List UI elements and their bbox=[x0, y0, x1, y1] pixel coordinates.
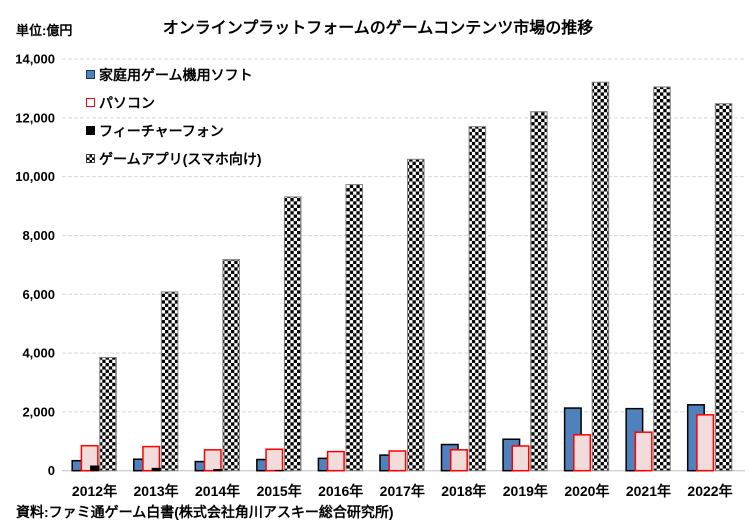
bar-2021年-series3 bbox=[653, 86, 671, 472]
pc-series-swatch-icon bbox=[86, 98, 95, 107]
legend-label: 家庭用ゲーム機用ソフト bbox=[99, 66, 253, 83]
legend-item-console: 家庭用ゲーム機用ソフト bbox=[86, 66, 261, 83]
x-axis-label: 2014年 bbox=[195, 483, 240, 499]
legend: 家庭用ゲーム機用ソフト パソコン フィーチャーフォン ゲームアプリ(スマホ向け) bbox=[86, 66, 261, 167]
y-axis-tick-label: 8,000 bbox=[22, 228, 55, 243]
legend-item-pc: パソコン bbox=[86, 94, 261, 111]
y-axis-tick-label: 0 bbox=[48, 463, 55, 478]
bar-2015年-series3 bbox=[283, 196, 302, 472]
bar-2022年-series1 bbox=[696, 414, 715, 472]
bar-2017年-series1 bbox=[388, 450, 407, 472]
x-axis-label: 2018年 bbox=[441, 483, 486, 499]
x-axis-label: 2015年 bbox=[257, 483, 302, 499]
bar-2020年-series3 bbox=[591, 81, 610, 472]
x-axis-label: 2019年 bbox=[503, 483, 548, 499]
y-axis-tick-labels: 0 2,000 4,000 6,000 8,000 10,000 12,000 14,000 bbox=[15, 52, 55, 479]
bar-2013年-series1 bbox=[142, 445, 161, 472]
chart-title: オンラインプラットフォームのゲームコンテンツ市場の推移 bbox=[162, 20, 594, 37]
legend-item-featurephone: フィーチャーフォン bbox=[86, 122, 261, 139]
legend-item-gameapp: ゲームアプリ(スマホ向け) bbox=[86, 150, 261, 167]
bar-2014年-series1 bbox=[203, 449, 222, 472]
bar-2014年-series3 bbox=[222, 259, 240, 472]
bar-2012年-series3 bbox=[99, 356, 117, 472]
bar-2015年-series1 bbox=[265, 448, 284, 472]
bar-2018年-series1 bbox=[449, 449, 468, 472]
bar-2012年-series1 bbox=[80, 444, 99, 472]
console-series-swatch-icon bbox=[86, 70, 95, 79]
bar-2019年-series1 bbox=[511, 445, 530, 472]
bar-2016年-series1 bbox=[326, 450, 345, 472]
y-axis-tick-label: 4,000 bbox=[22, 346, 55, 361]
bars bbox=[71, 81, 733, 472]
legend-label: フィーチャーフォン bbox=[99, 122, 224, 139]
legend-label: パソコン bbox=[99, 94, 155, 111]
x-axis-label: 2016年 bbox=[318, 483, 363, 499]
bar-2021年-series1 bbox=[634, 431, 653, 472]
bar-2020年-series1 bbox=[573, 434, 592, 472]
y-axis-tick-label: 2,000 bbox=[22, 404, 55, 419]
bar-2018年-series3 bbox=[468, 126, 487, 472]
bar-2013年-series3 bbox=[160, 291, 179, 472]
gameapp-series-swatch-icon bbox=[86, 154, 95, 163]
x-axis-label: 2020年 bbox=[564, 483, 609, 499]
y-axis-tick-label: 14,000 bbox=[15, 52, 55, 67]
x-axis-label: 2022年 bbox=[687, 483, 732, 499]
bar-2022年-series3 bbox=[714, 103, 733, 472]
x-axis-label: 2012年 bbox=[72, 483, 117, 499]
legend-label: ゲームアプリ(スマホ向け) bbox=[99, 150, 262, 167]
x-axis-labels: 2012年 2013年 2014年 2015年 2016年 2017年 2018年 2019年… bbox=[72, 483, 733, 499]
y-axis-tick-label: 12,000 bbox=[15, 110, 55, 125]
bar-2016年-series3 bbox=[345, 184, 363, 472]
y-axis-tick-label: 10,000 bbox=[15, 169, 55, 184]
x-axis-label: 2013年 bbox=[133, 483, 178, 499]
y-axis-tick-label: 6,000 bbox=[22, 287, 55, 302]
bar-2019年-series3 bbox=[530, 111, 548, 472]
x-axis-label: 2017年 bbox=[380, 483, 425, 499]
source-note: 資料:ファミ通ゲーム白書(株式会社角川アスキー総合研究所) bbox=[16, 504, 394, 520]
featurephone-series-swatch-icon bbox=[86, 126, 95, 135]
bar-2017年-series3 bbox=[407, 158, 425, 472]
unit-label: 単位:億円 bbox=[16, 23, 73, 38]
x-axis-label: 2021年 bbox=[626, 483, 671, 499]
